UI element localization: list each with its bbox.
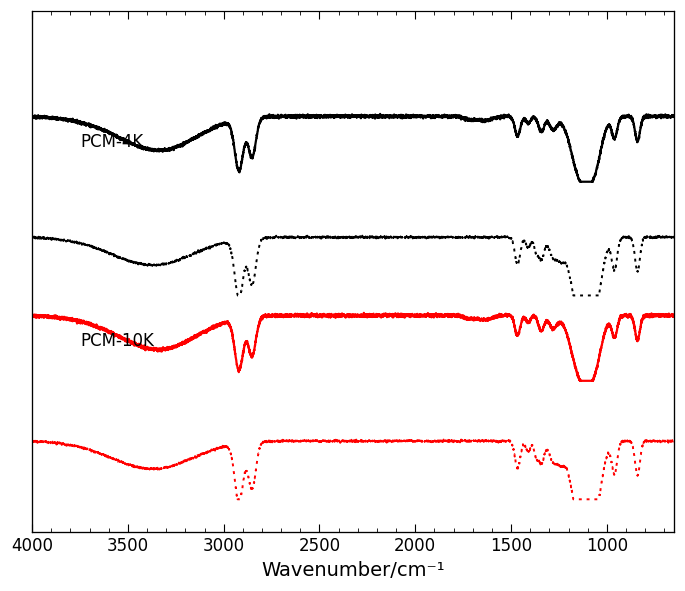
Text: PCM-10K: PCM-10K [80, 332, 154, 350]
X-axis label: Wavenumber/cm⁻¹: Wavenumber/cm⁻¹ [261, 561, 445, 580]
Text: PCM-4K: PCM-4K [80, 133, 143, 151]
